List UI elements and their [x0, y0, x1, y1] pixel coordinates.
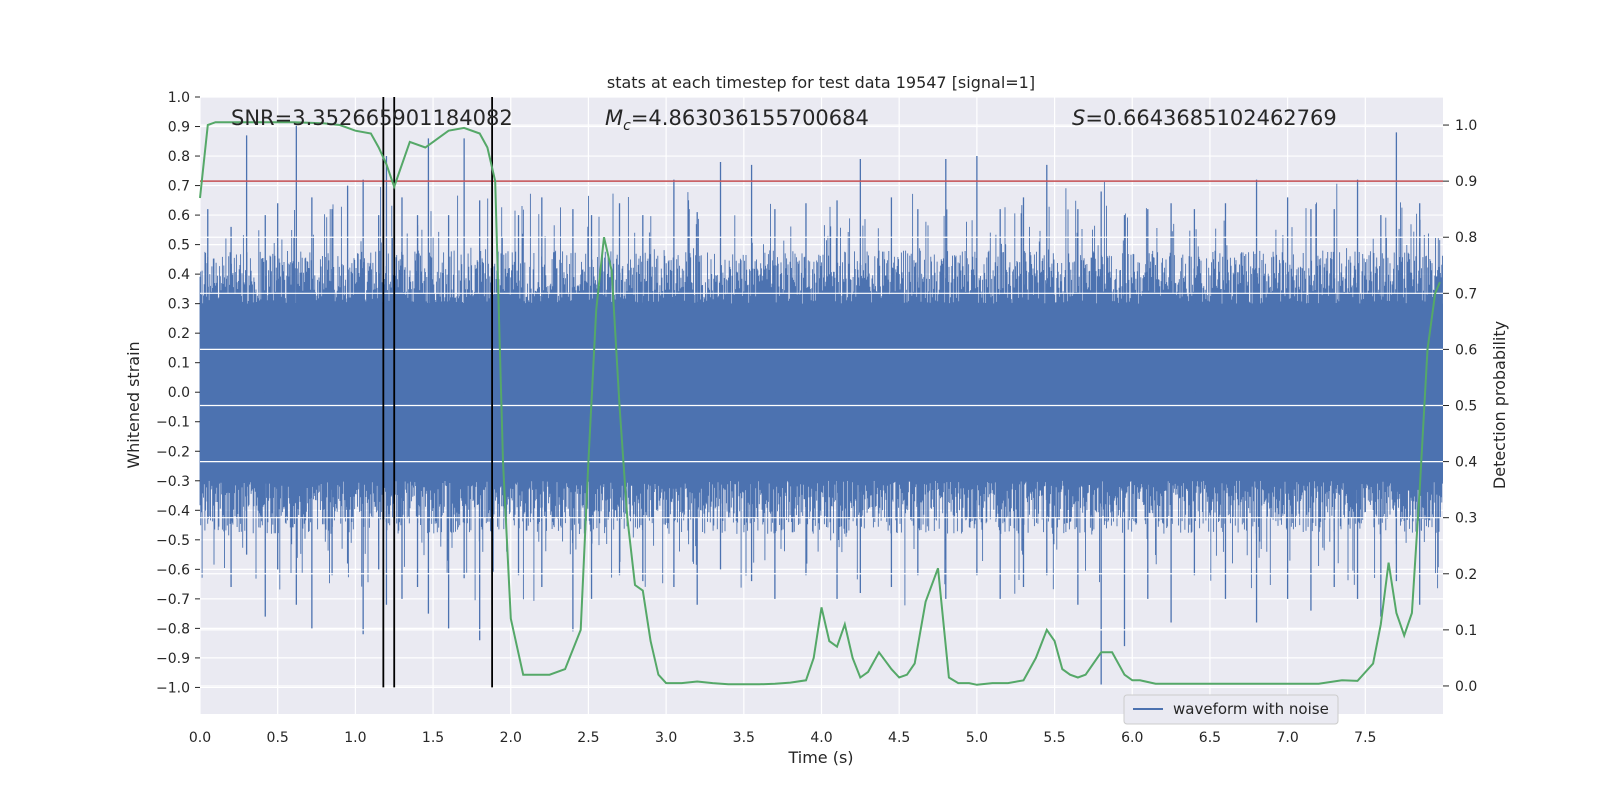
left-tick-label-12: −0.2 — [156, 444, 190, 460]
s-symbol: S — [1072, 106, 1085, 130]
right-tick-label-10: 0.0 — [1455, 679, 1477, 695]
x-tick-label-14: 7.0 — [1276, 730, 1298, 746]
s-annotation: S=0.6643685102462769 — [1072, 106, 1337, 130]
left-tick-label-5: 0.5 — [168, 238, 190, 254]
x-tick-label-3: 1.5 — [422, 730, 444, 746]
left-tick-label-17: −0.7 — [156, 592, 190, 608]
right-tick-label-2: 0.8 — [1455, 230, 1477, 246]
x-tick-label-9: 4.5 — [888, 730, 910, 746]
left-tick-label-20: −1.0 — [156, 680, 190, 696]
right-tick-label-1: 0.9 — [1455, 174, 1477, 190]
left-tick-label-11: −0.1 — [156, 415, 190, 431]
x-tick-label-4: 2.0 — [500, 730, 522, 746]
event-lines — [382, 97, 494, 688]
left-tick-label-7: 0.3 — [168, 297, 190, 313]
x-tick-label-0: 0.0 — [189, 730, 211, 746]
left-tick-label-3: 0.7 — [168, 179, 190, 195]
left-axis-label: Whitened strain — [124, 341, 143, 468]
left-tick-label-15: −0.5 — [156, 533, 190, 549]
x-tick-label-13: 6.5 — [1199, 730, 1221, 746]
x-tick-label-12: 6.0 — [1121, 730, 1143, 746]
x-tick-label-7: 3.5 — [733, 730, 755, 746]
right-tick-label-5: 0.5 — [1455, 399, 1477, 415]
left-tick-label-19: −0.9 — [156, 651, 190, 667]
chart-title: stats at each timestep for test data 195… — [607, 73, 1035, 92]
right-axis-label: Detection probability — [1490, 321, 1509, 489]
left-tick-label-9: 0.1 — [168, 356, 190, 372]
left-tick-label-10: 0.0 — [168, 385, 190, 401]
right-tick-label-7: 0.3 — [1455, 511, 1477, 527]
left-tick-label-14: −0.4 — [156, 503, 190, 519]
left-tick-label-4: 0.6 — [168, 208, 190, 224]
left-tick-label-6: 0.4 — [168, 267, 190, 283]
right-tick-labels: 1.0 0.9 0.8 0.7 0.6 0.5 0.4 0.3 0.2 0.1 0.0 — [1443, 118, 1477, 695]
waveform-core — [200, 303, 1443, 481]
left-tick-label-16: −0.6 — [156, 562, 190, 578]
right-tick-label-6: 0.4 — [1455, 455, 1477, 471]
x-tick-labels: 0.0 0.5 1.0 1.5 2.0 2.5 3.0 3.5 4.0 4.5 5.0 5.5 6.0 6… — [189, 730, 1377, 746]
x-tick-label-1: 0.5 — [267, 730, 289, 746]
x-axis-label: Time (s) — [787, 748, 853, 767]
mc-symbol: M — [605, 106, 623, 130]
right-tick-label-0: 1.0 — [1455, 118, 1477, 134]
waveform-series — [199, 123, 1443, 685]
probability-line — [199, 121, 1441, 686]
mc-annotation: Mc=4.863036155700684 — [605, 106, 869, 134]
left-tick-label-18: −0.8 — [156, 621, 190, 637]
x-tick-label-2: 1.0 — [344, 730, 366, 746]
left-tick-label-8: 0.2 — [168, 326, 190, 342]
x-tick-label-10: 5.0 — [966, 730, 988, 746]
right-axis-grid — [200, 124, 1443, 687]
left-tick-label-0: 1.0 — [168, 90, 190, 106]
left-tick-label-13: −0.3 — [156, 474, 190, 490]
legend-label: waveform with noise — [1173, 700, 1329, 718]
x-tick-label-11: 5.5 — [1043, 730, 1065, 746]
s-value: =0.6643685102462769 — [1085, 106, 1336, 130]
mc-subscript: c — [623, 118, 631, 134]
right-tick-label-8: 0.2 — [1455, 567, 1477, 583]
mc-value: =4.863036155700684 — [631, 106, 869, 130]
x-tick-label-6: 3.0 — [655, 730, 677, 746]
left-tick-label-1: 0.9 — [168, 120, 190, 136]
right-tick-label-3: 0.7 — [1455, 286, 1477, 302]
snr-annotation: SNR=3.352665901184082 — [231, 106, 513, 130]
left-tick-label-2: 0.8 — [168, 149, 190, 165]
x-tick-label-8: 4.0 — [810, 730, 832, 746]
legend: waveform with noise — [1123, 694, 1339, 725]
right-tick-label-4: 0.6 — [1455, 342, 1477, 358]
legend-box — [1123, 694, 1339, 725]
x-tick-label-15: 7.5 — [1354, 730, 1376, 746]
x-tick-label-5: 2.5 — [577, 730, 599, 746]
left-tick-labels: 1.0 0.9 0.8 0.7 0.6 0.5 0.4 0.3 0.2 0.1 0.0 −0.1 −0.… — [156, 90, 200, 696]
right-tick-label-9: 0.1 — [1455, 623, 1477, 639]
